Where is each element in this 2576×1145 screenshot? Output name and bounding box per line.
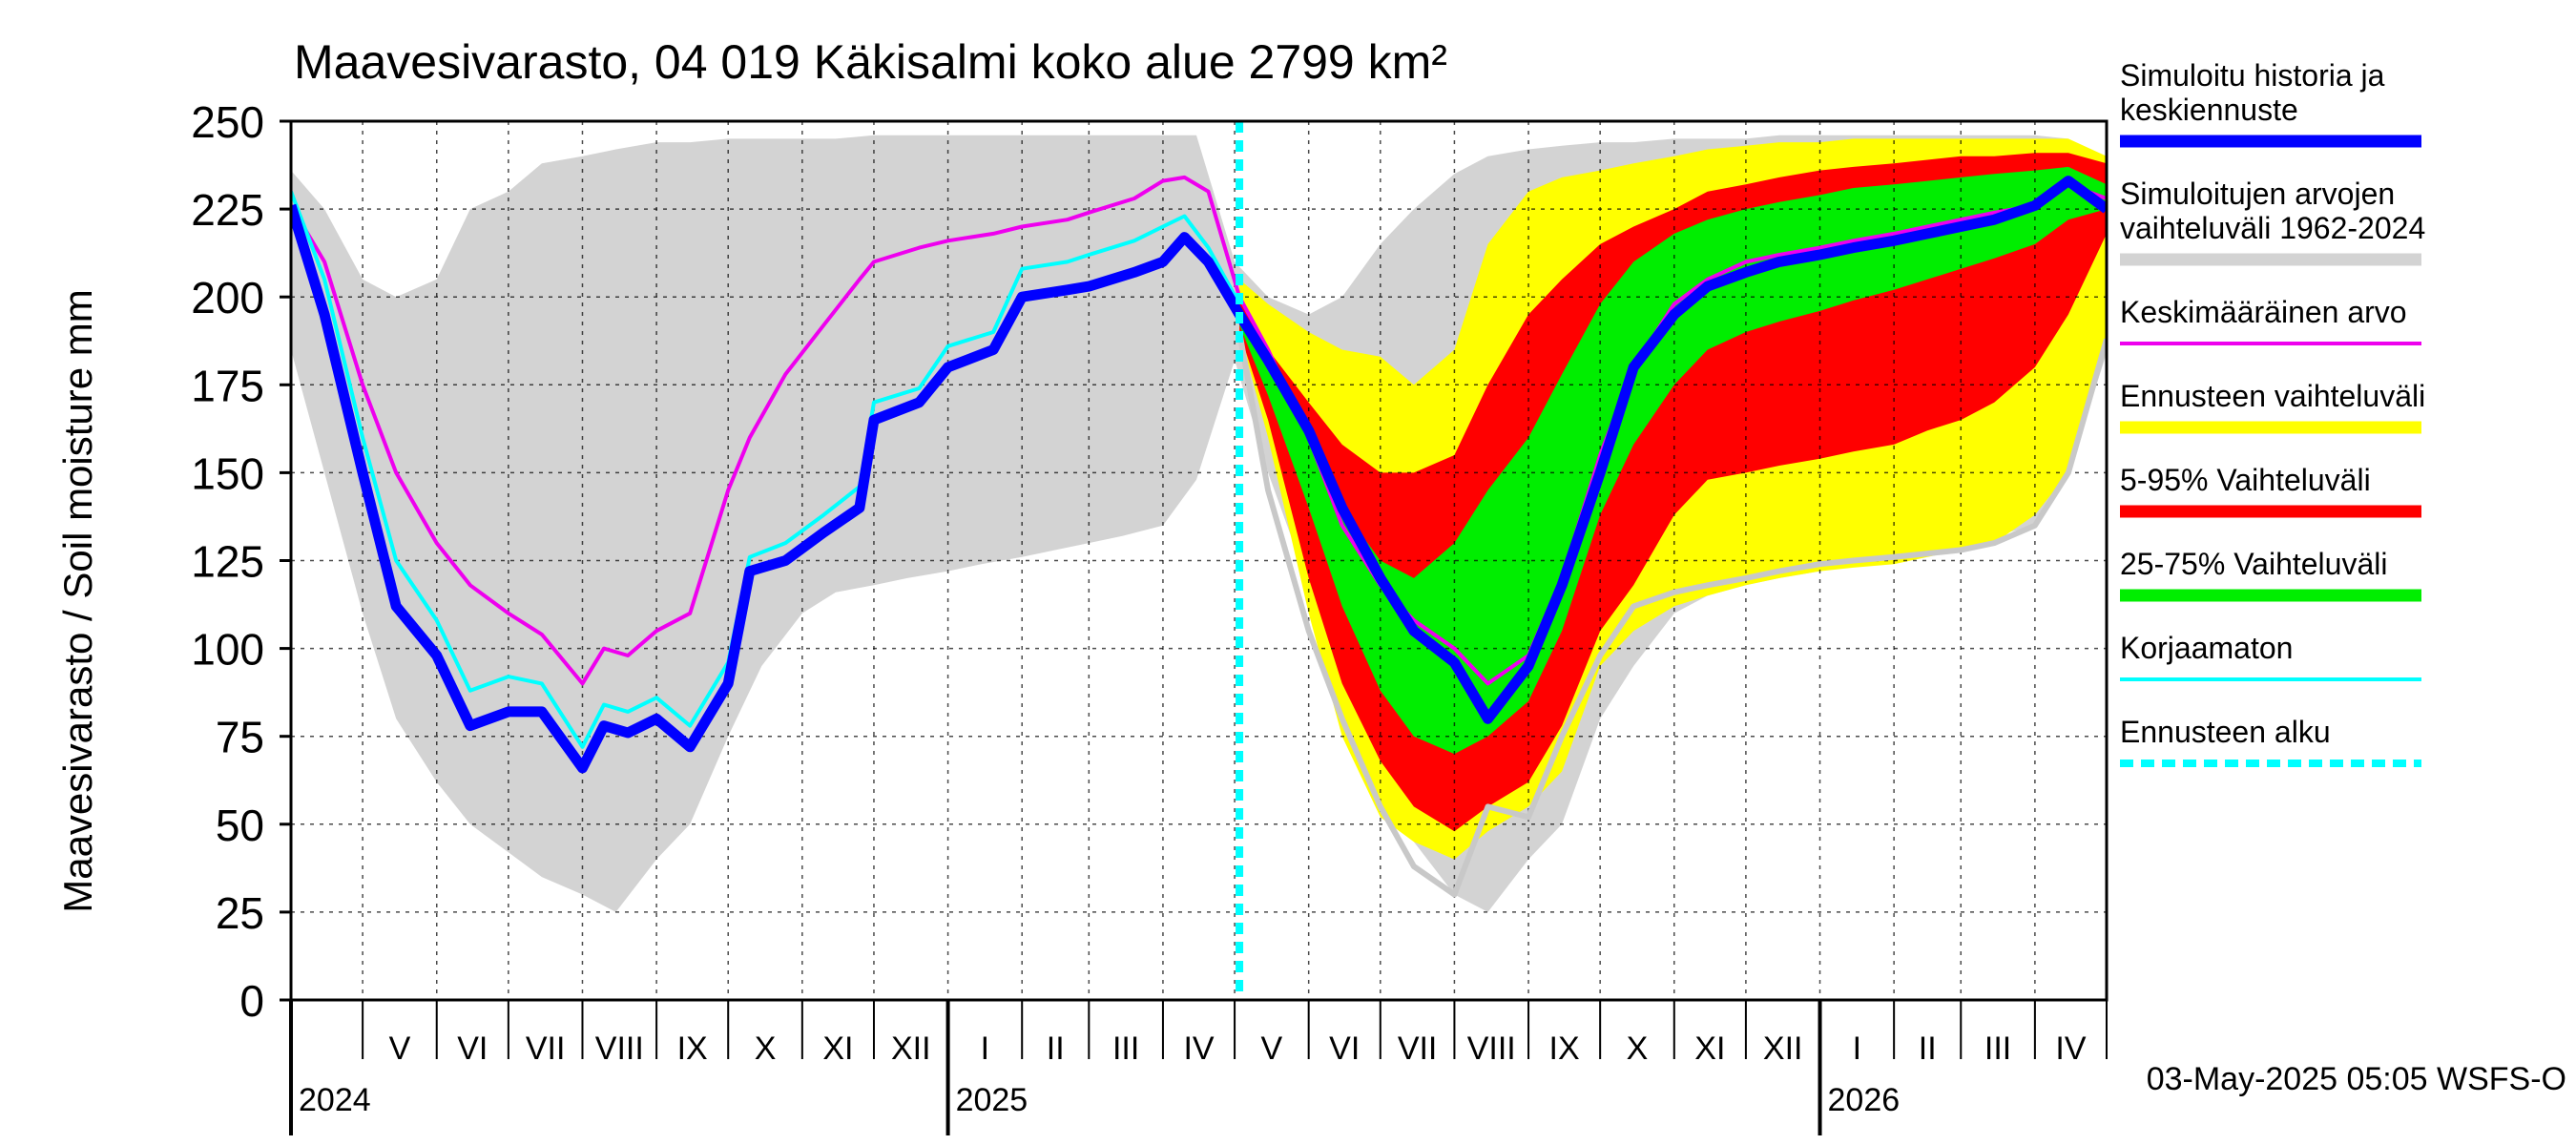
plot-content [291,121,2107,1000]
month-label: VIII [1467,1030,1516,1067]
month-label: VII [526,1030,566,1067]
uncorrected-forecast-line [1236,331,2107,898]
month-label: VI [457,1030,488,1067]
month-label: IV [1183,1030,1214,1067]
month-label: V [1261,1030,1283,1067]
y-axis-label: Maavesivarasto / Soil moisture mm [55,289,100,913]
year-label: 2026 [1828,1082,1901,1118]
month-label: III [1112,1030,1139,1067]
month-label: VIII [595,1030,644,1067]
month-label: I [981,1030,989,1067]
y-tick-label: 150 [191,448,264,498]
y-tick-label: 100 [191,625,264,675]
y-tick-label: 200 [191,273,264,323]
month-label: XII [1763,1030,1803,1067]
year-label: 2024 [299,1082,371,1118]
y-tick-label: 250 [191,97,264,147]
year-label: 2025 [956,1082,1028,1118]
month-label: IV [2055,1030,2086,1067]
legend-label: Simuloitujen arvojen vaihteluväli 1962-20… [2120,177,2425,245]
y-tick-label: 225 [191,185,264,235]
month-label: I [1853,1030,1861,1067]
y-tick-label: 75 [216,713,264,762]
legend-label: Korjaamaton [2120,631,2293,665]
legend-label: Ennusteen alku [2120,715,2331,749]
month-label: VI [1329,1030,1360,1067]
month-label: VII [1398,1030,1438,1067]
month-label: XII [891,1030,931,1067]
mean-line [291,175,2107,686]
y-tick-label: 50 [216,801,264,850]
y-tick-label: 25 [216,888,264,938]
legend-label: Ennusteen vaihteluväli [2120,379,2425,413]
y-tick-label: 175 [191,361,264,410]
month-label: III [1984,1030,2011,1067]
uncorrected-line [291,190,1241,749]
month-label: XI [1694,1030,1725,1067]
plot-area [291,121,2107,1000]
legend: Simuloitu historia ja keskiennuste Simuloi… [2120,58,2425,767]
legend-label: 5-95% Vaihteluväli [2120,463,2371,497]
month-label: X [1627,1030,1649,1067]
month-label: IX [677,1030,708,1067]
chart-title: Maavesivarasto, 04 019 Käkisalmi koko al… [294,35,1447,89]
simulated-line [291,176,2107,774]
month-label: V [389,1030,411,1067]
y-tick-label: 125 [191,537,264,587]
legend-label: Simuloitu historia ja keskiennuste [2120,58,2385,127]
footer-timestamp: 03-May-2025 05:05 WSFS-O [2147,1061,2566,1097]
month-label: X [755,1030,777,1067]
month-label: XI [822,1030,853,1067]
month-label: IX [1549,1030,1580,1067]
legend-label: 25-75% Vaihteluväli [2120,547,2387,581]
month-label: II [1919,1030,1937,1067]
p25-75-band [1239,166,2107,755]
month-label: II [1047,1030,1065,1067]
y-tick-label: 0 [239,976,264,1026]
legend-label: Keskimääräinen arvo [2120,295,2407,329]
